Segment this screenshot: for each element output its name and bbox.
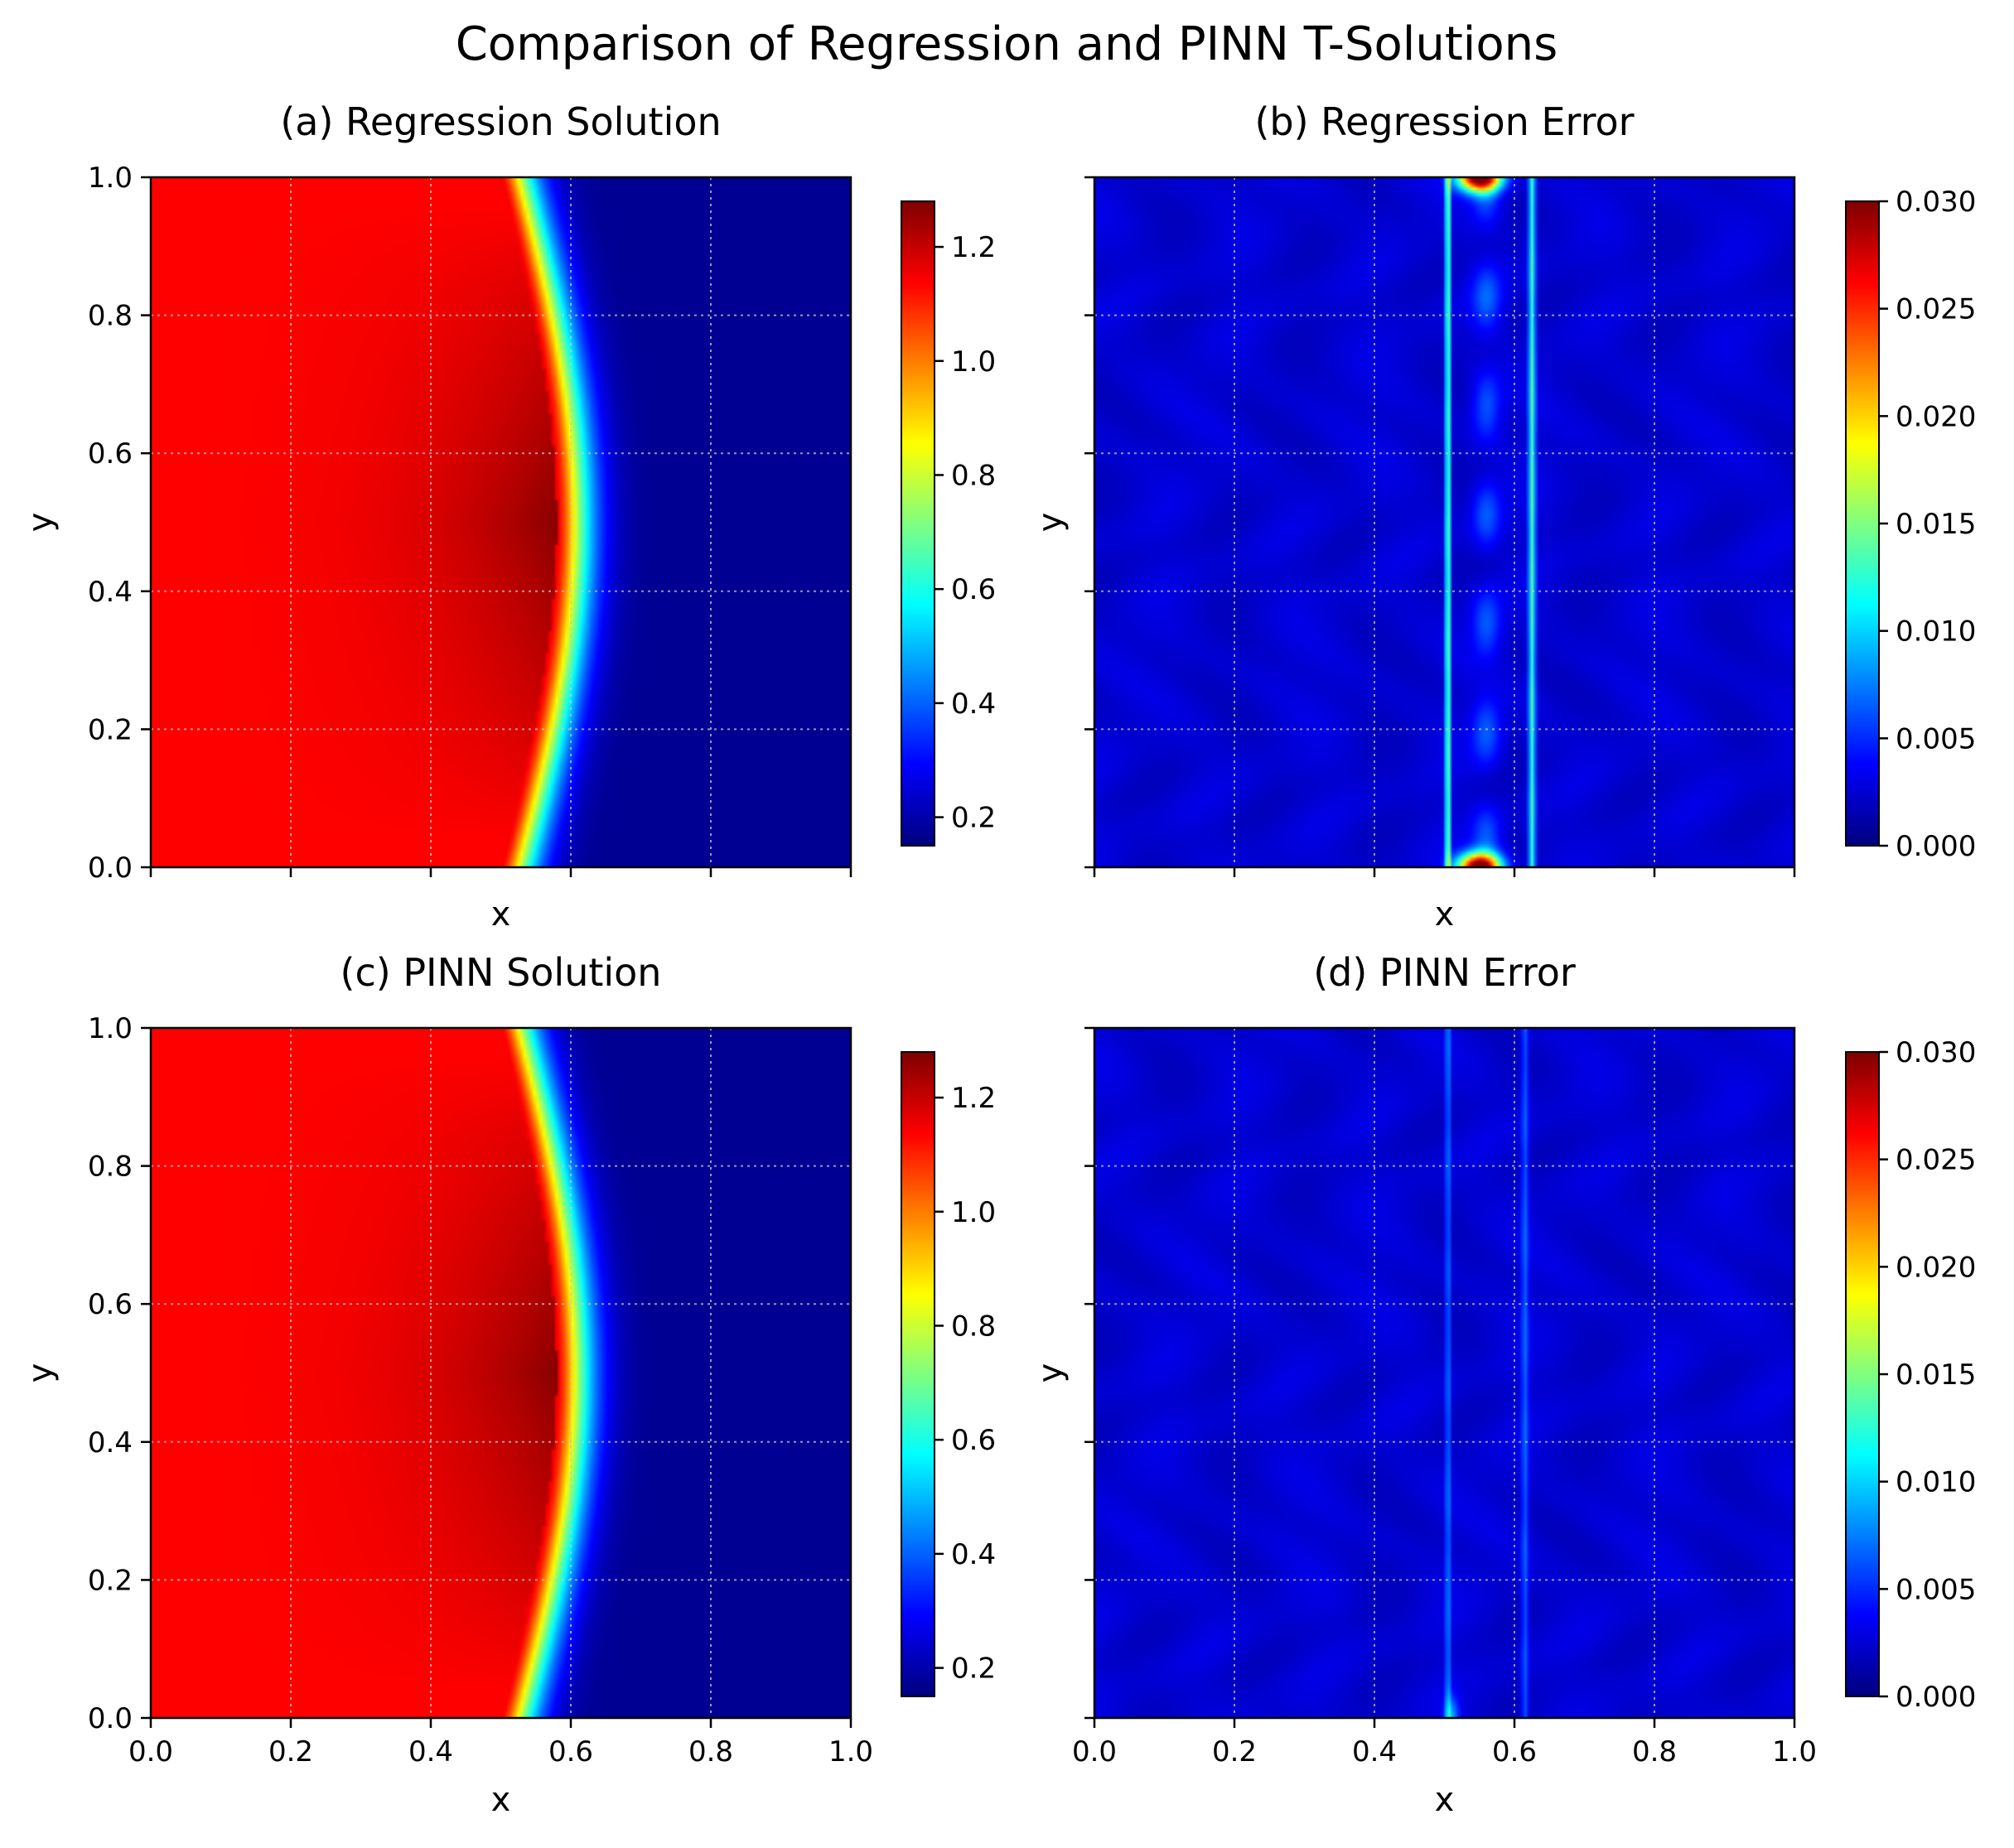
- heatmap-a: [151, 177, 851, 867]
- colorbar-tick-label: 0.015: [1896, 1358, 1976, 1392]
- heatmap-d: [1094, 1028, 1794, 1718]
- x-tick-label: 0.2: [268, 1735, 313, 1768]
- y-axis-label: y: [22, 513, 60, 533]
- x-tick-label: 0.0: [1072, 1735, 1117, 1768]
- y-tick-label: 0.8: [88, 300, 133, 333]
- y-tick-label: 0.8: [88, 1151, 133, 1184]
- colorbar-tick-label: 0.020: [1896, 1251, 1976, 1284]
- colorbar-frame: [901, 1051, 935, 1697]
- panel-d: (d) PINN Error 0.0 0.2 0.4 0.6 0.8 1.0 x y 0.000 0…: [1031, 950, 1976, 1819]
- colorbar-tick-label: 0.030: [1896, 1036, 1976, 1069]
- axes-frame: [149, 176, 852, 869]
- colorbar-tick-label: 1.2: [951, 1082, 996, 1115]
- colorbar-tick-label: 0.030: [1896, 186, 1976, 219]
- colorbar-tick-label: 0.010: [1896, 1466, 1976, 1499]
- x-tick-label: 0.8: [688, 1735, 733, 1768]
- panel-b: (b) Regression Error x y 0.000 0.005 0.010 0.0…: [1031, 99, 1976, 934]
- x-tick-label: 0.6: [548, 1735, 593, 1768]
- y-axis-label: y: [1031, 1363, 1070, 1383]
- colorbar-tick-label: 0.8: [951, 459, 996, 492]
- colorbar-tick-label: 0.000: [1896, 1681, 1976, 1714]
- colorbar-frame: [901, 200, 935, 847]
- y-axis-label: y: [22, 1363, 60, 1383]
- panel-title-c: (c) PINN Solution: [340, 950, 662, 995]
- y-tick-label: 1.0: [88, 162, 133, 195]
- y-tick-label: 0.2: [88, 713, 133, 746]
- panel-title-a: (a) Regression Solution: [280, 99, 721, 144]
- colorbar-tick-label: 0.020: [1896, 400, 1976, 433]
- colorbar-c: [901, 1052, 935, 1696]
- colorbar-tick-label: 0.6: [951, 573, 996, 606]
- colorbar-tick-label: 0.2: [951, 1653, 996, 1686]
- colorbar-tick-label: 0.2: [951, 802, 996, 835]
- colorbar-b: [1846, 201, 1879, 846]
- x-tick-label: 0.4: [408, 1735, 453, 1768]
- colorbar-tick-label: 0.005: [1896, 722, 1976, 755]
- x-tick-label: 1.0: [1772, 1735, 1817, 1768]
- x-tick-label: 0.2: [1212, 1735, 1257, 1768]
- x-tick-label: 0.4: [1352, 1735, 1397, 1768]
- panel-a: (a) Regression Solution 0.0 0.2 0.4 0.6 0.8 1.…: [22, 99, 996, 934]
- axes-frame: [149, 1026, 852, 1720]
- panel-title-d: (d) PINN Error: [1313, 950, 1576, 995]
- colorbar-tick-label: 1.0: [951, 1196, 996, 1229]
- x-axis-label: x: [491, 895, 511, 934]
- colorbar-tick-label: 1.0: [951, 345, 996, 379]
- panel-c: (c) PINN Solution 0.0 0.2 0.4 0.6 0.8 1.0 0.0 0.…: [22, 950, 996, 1819]
- axes-frame: [1093, 1026, 1796, 1720]
- colorbar-a: [901, 201, 935, 846]
- colorbar-tick-label: 0.000: [1896, 830, 1976, 863]
- y-tick-label: 0.6: [88, 1288, 133, 1321]
- y-tick-label: 1.0: [88, 1012, 133, 1045]
- y-tick-label: 0.2: [88, 1564, 133, 1597]
- x-tick-label: 1.0: [828, 1735, 873, 1768]
- colorbar-tick-label: 0.4: [951, 688, 996, 721]
- heatmap-b: [1094, 177, 1794, 867]
- x-tick-label: 0.6: [1492, 1735, 1537, 1768]
- heatmap-c: [151, 1028, 851, 1718]
- colorbar-tick-label: 0.8: [951, 1310, 996, 1343]
- colorbar-tick-label: 0.015: [1896, 508, 1976, 541]
- y-tick-label: 0.0: [88, 1702, 133, 1735]
- colorbar-tick-label: 0.025: [1896, 1144, 1976, 1177]
- figure-title: Comparison of Regression and PINN T-Solu…: [456, 17, 1558, 71]
- y-tick-label: 0.0: [88, 852, 133, 885]
- y-tick-label: 0.4: [88, 576, 133, 609]
- y-tick-label: 0.4: [88, 1426, 133, 1460]
- x-axis-label: x: [1435, 1781, 1455, 1819]
- y-axis-label: y: [1031, 513, 1070, 533]
- colorbar-tick-label: 0.4: [951, 1538, 996, 1571]
- colorbar-tick-label: 0.6: [951, 1424, 996, 1457]
- colorbar-tick-label: 0.025: [1896, 293, 1976, 326]
- x-axis-label: x: [1435, 895, 1455, 934]
- x-axis-label: x: [491, 1781, 511, 1819]
- colorbar-tick-label: 0.010: [1896, 615, 1976, 649]
- y-tick-label: 0.6: [88, 437, 133, 470]
- colorbar-tick-label: 0.005: [1896, 1573, 1976, 1606]
- axes-frame: [1093, 176, 1796, 869]
- panel-title-b: (b) Regression Error: [1254, 99, 1634, 144]
- x-tick-label: 0.8: [1632, 1735, 1677, 1768]
- colorbar-d: [1846, 1052, 1879, 1696]
- colorbar-tick-label: 1.2: [951, 231, 996, 264]
- x-tick-label: 0.0: [128, 1735, 173, 1768]
